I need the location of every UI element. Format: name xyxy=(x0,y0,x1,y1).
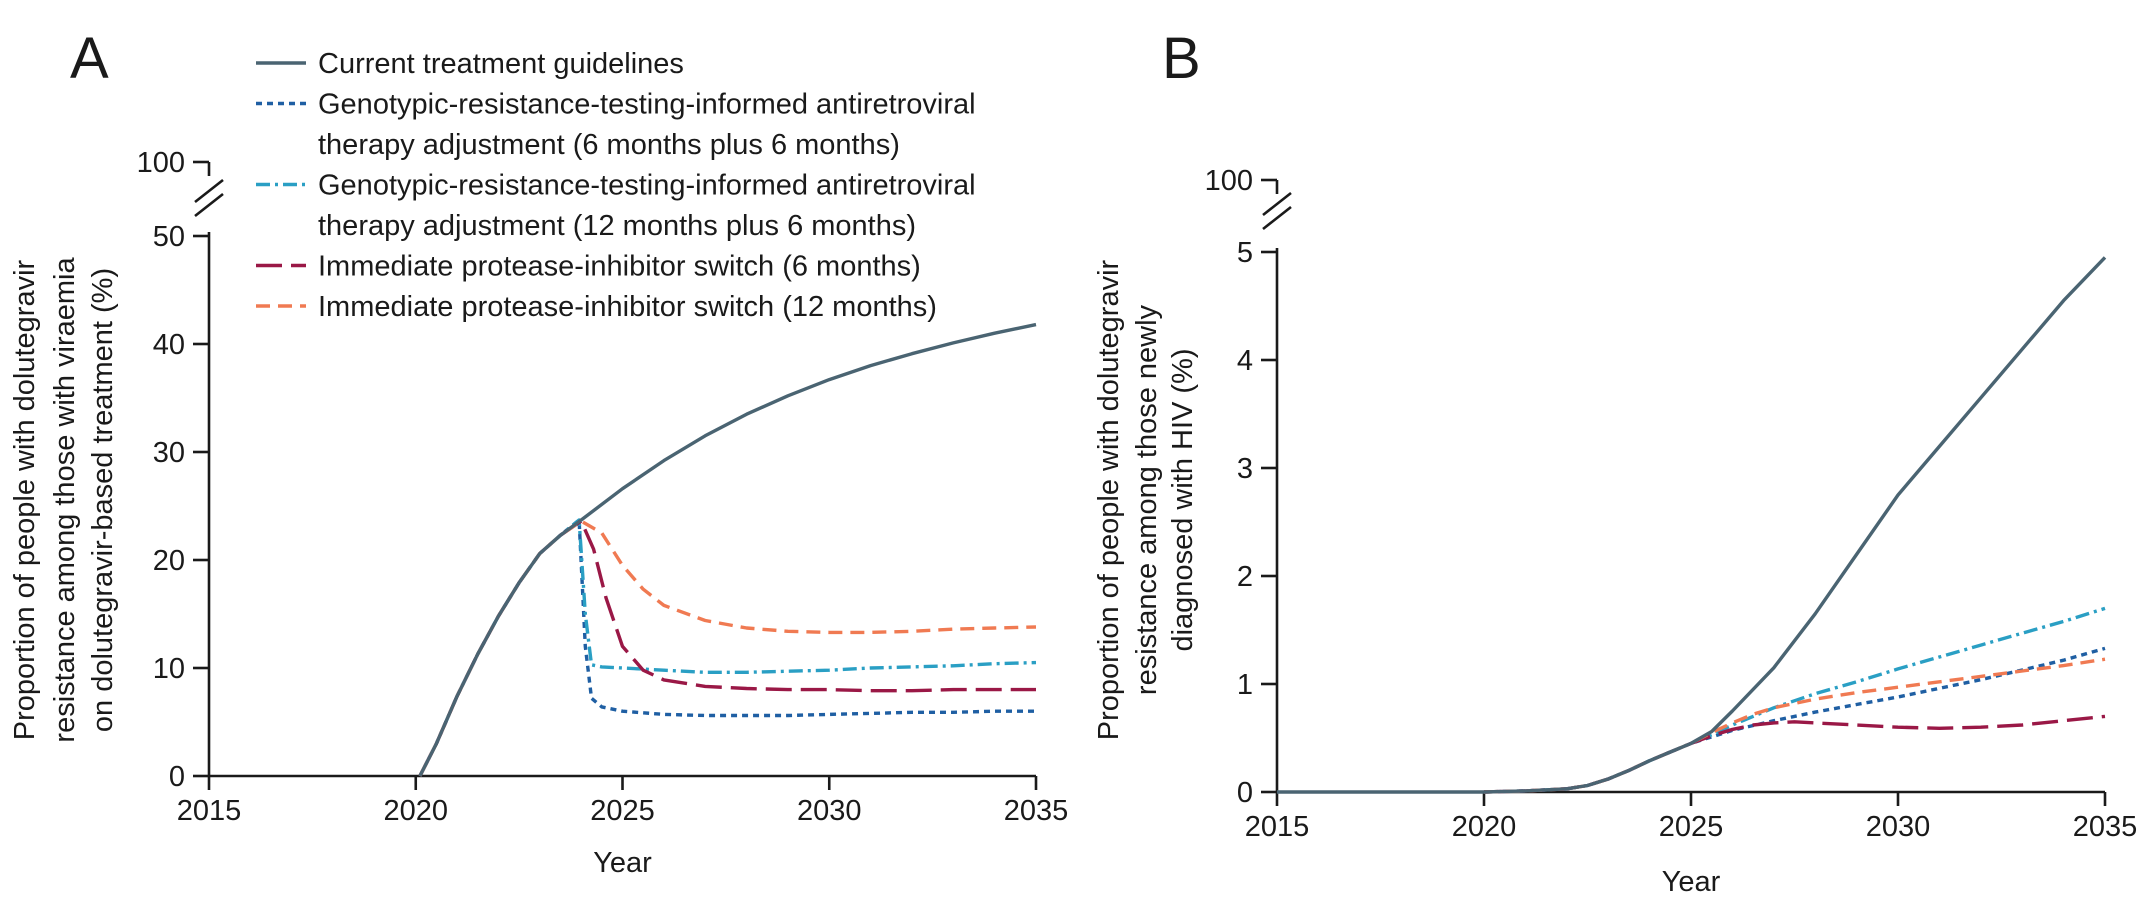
legend-label: Genotypic-resistance-testing-informed an… xyxy=(318,89,976,121)
axis-break-mark xyxy=(194,192,224,218)
y-tick-label: 0 xyxy=(1237,777,1253,809)
panel-letter: B xyxy=(1162,26,1201,91)
y-axis-title-line: on dolutegravir-based treatment (%) xyxy=(87,268,119,732)
legend-label: Current treatment guidelines xyxy=(318,48,684,80)
x-tick-label: 2015 xyxy=(177,795,242,827)
x-tick-label: 2030 xyxy=(1866,811,1931,843)
x-tick-label: 2020 xyxy=(383,795,448,827)
y-tick-label: 0 xyxy=(169,761,185,793)
y-tick-label: 5 xyxy=(1237,237,1253,269)
x-tick-label: 2035 xyxy=(1004,795,1069,827)
y-axis-title-line: Proportion of people with dolutegravir xyxy=(9,259,41,740)
y-tick-label: 30 xyxy=(153,437,185,469)
axis-break-mark xyxy=(194,178,224,204)
panel-b-chart: B 100 0 1 2 3 4 5 2015 2020 2025 2030 2035 Year Propor… xyxy=(1093,26,2137,898)
y-tick-label: 40 xyxy=(153,329,185,361)
x-tick-label: 2015 xyxy=(1245,811,1310,843)
x-tick-label: 2025 xyxy=(590,795,655,827)
y-tick-label: 50 xyxy=(153,221,185,253)
x-tick-label: 2025 xyxy=(1659,811,1724,843)
y-tick-label: 10 xyxy=(153,653,185,685)
legend: Current treatment guidelines Genotypic-re… xyxy=(256,48,976,323)
panel-letter: A xyxy=(70,26,109,91)
series-line-2 xyxy=(418,518,1036,777)
y-tick-label: 1 xyxy=(1237,669,1253,701)
series-line-3 xyxy=(1483,606,2106,794)
y-break-tick-label: 100 xyxy=(1205,165,1253,197)
y-tick-label: 3 xyxy=(1237,453,1253,485)
axis-break-mark xyxy=(1262,205,1292,231)
legend-label: Immediate protease-inhibitor switch (12 … xyxy=(318,291,937,323)
x-axis-title: Year xyxy=(1662,866,1721,898)
x-axis-title: Year xyxy=(593,847,652,879)
x-tick-label: 2035 xyxy=(2073,811,2138,843)
x-tick-label: 2020 xyxy=(1452,811,1517,843)
y-axis-title-line: resistance among those newly xyxy=(1131,304,1163,695)
y-break-tick-label: 100 xyxy=(137,147,185,179)
y-tick-label: 2 xyxy=(1237,561,1253,593)
y-axis-title-line: Proportion of people with dolutegravir xyxy=(1093,259,1125,740)
y-axis-title-line: diagnosed with HIV (%) xyxy=(1167,348,1199,651)
series-line-1 xyxy=(418,322,1037,777)
series-line-1 xyxy=(1277,256,2107,794)
y-tick-label: 4 xyxy=(1237,345,1253,377)
y-tick-label: 20 xyxy=(153,545,185,577)
legend-label: therapy adjustment (12 months plus 6 mon… xyxy=(318,210,916,242)
legend-label: Genotypic-resistance-testing-informed an… xyxy=(318,170,976,202)
legend-label: Immediate protease-inhibitor switch (6 m… xyxy=(318,251,921,283)
x-tick-label: 2030 xyxy=(797,795,862,827)
y-axis-title-line: resistance among those with viraemia xyxy=(49,257,81,743)
axis-break-mark xyxy=(1262,191,1292,217)
legend-label: therapy adjustment (6 months plus 6 mont… xyxy=(318,129,900,161)
